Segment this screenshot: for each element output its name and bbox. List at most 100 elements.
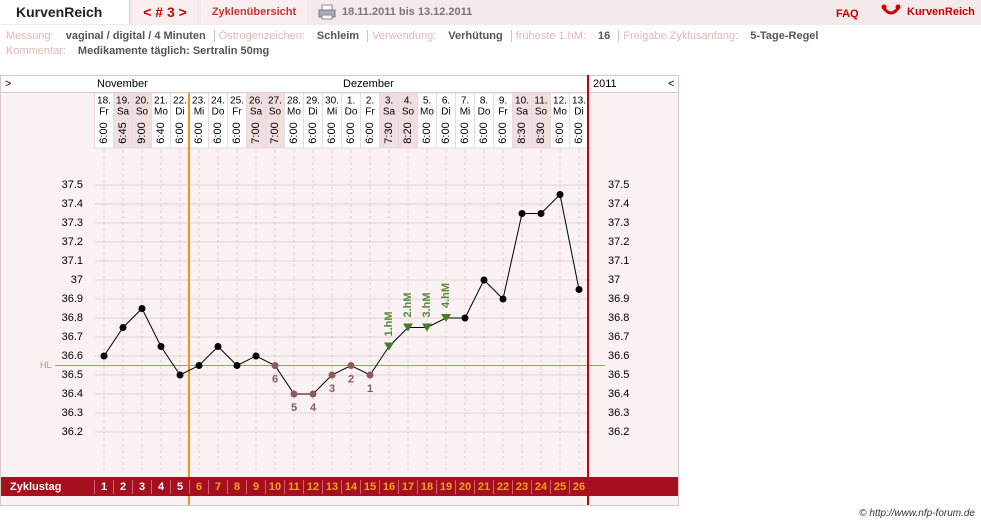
hm-marker (384, 342, 394, 351)
low-label: 3 (329, 383, 335, 395)
y-tick-label: 37 (608, 274, 620, 286)
time-label: 6:00 (307, 122, 319, 143)
time-label: 9:00 (136, 122, 148, 143)
y-tick-label: 36.8 (608, 312, 629, 324)
temperature-point (328, 371, 336, 379)
nav-button[interactable]: > (5, 78, 11, 90)
time-label: 6:00 (364, 122, 376, 143)
low-label: 5 (291, 402, 297, 414)
hm-marker (403, 323, 413, 332)
cycle-day: 18 (421, 481, 433, 493)
cycle-day: 4 (158, 481, 165, 493)
print-icon[interactable] (318, 4, 336, 20)
hm-label: 4.hM (440, 283, 452, 308)
y-tick-label: 36.4 (608, 388, 629, 400)
info-label: Messung: (6, 30, 54, 42)
y-tick-label: 37.3 (608, 217, 629, 229)
y-tick-label: 36.6 (608, 350, 629, 362)
y-tick-label: 36.5 (608, 369, 629, 381)
cycle-day: 7 (215, 481, 221, 493)
temperature-point (366, 371, 374, 379)
weekday-label: Fr (365, 107, 375, 118)
temperature-point (176, 371, 184, 379)
weekday-label: Mo (553, 107, 567, 118)
hm-label: 1.hM (383, 311, 395, 336)
date-label: 6. (442, 96, 450, 107)
time-label: 6:45 (117, 122, 129, 143)
weekday-label: Mi (194, 107, 205, 118)
weekday-label: Sa (516, 107, 529, 118)
y-tick-label: 36.9 (62, 293, 83, 305)
faq-link[interactable]: FAQ (836, 8, 859, 20)
cycle-day: 20 (459, 481, 471, 493)
month-label: November (97, 78, 148, 90)
weekday-label: Mi (327, 107, 338, 118)
date-label: 12. (553, 96, 567, 107)
hm-marker (422, 323, 432, 332)
cycle-day: 10 (269, 481, 281, 493)
logo-text[interactable]: KurvenReich (907, 6, 975, 18)
temperature-point (480, 276, 488, 284)
time-label: 8:30 (516, 122, 528, 143)
temperature-line (103, 193, 580, 395)
date-label: 3. (385, 96, 393, 107)
y-tick-label: 37.5 (608, 179, 629, 191)
weekday-label: Mo (154, 107, 168, 118)
cycle-day: 26 (573, 481, 585, 493)
nav-button[interactable]: < (668, 78, 674, 90)
temperature-point (100, 352, 108, 360)
weekday-label: Do (345, 107, 358, 118)
info-label: Verwendung: (367, 30, 436, 42)
cycle-day: 22 (497, 481, 509, 493)
brand[interactable]: KurvenReich (0, 0, 130, 24)
cycle-day: 9 (253, 481, 259, 493)
time-label: 6:40 (155, 122, 167, 143)
date-label: 19. (116, 96, 130, 107)
temperature-point (461, 314, 469, 322)
date-label: 20. (135, 96, 149, 107)
date-label: 26. (249, 96, 263, 107)
weekday-label: So (535, 107, 548, 118)
hm-label: 2.hM (402, 292, 414, 317)
temperature-point (575, 286, 583, 293)
temperature-point (537, 210, 545, 217)
date-label: 7. (461, 96, 469, 107)
y-tick-label: 36.5 (62, 369, 83, 381)
info-value: Schleim (316, 30, 360, 42)
temperature-point (518, 210, 526, 217)
year-label: 2011 (593, 78, 617, 90)
time-label: 6:00 (288, 122, 300, 143)
cycle-nav[interactable]: < # 3 > (133, 0, 197, 24)
y-tick-label: 37.2 (62, 236, 83, 248)
weekday-label: Di (175, 107, 184, 118)
logo-icon (881, 4, 901, 15)
y-tick-label: 37.4 (608, 198, 629, 210)
date-label: 11. (534, 96, 547, 107)
temperature-point (309, 390, 317, 398)
date-label: 21. (154, 96, 168, 107)
cycle-day: 21 (478, 481, 490, 493)
top-bar: KurvenReich < # 3 > Zyklenübersicht 18.1… (0, 0, 981, 25)
cycle-day: 25 (554, 481, 566, 493)
temperature-point (347, 362, 355, 369)
y-tick-label: 37.2 (608, 236, 629, 248)
y-tick-label: 36.8 (62, 312, 83, 324)
y-tick-label: 37.4 (62, 198, 83, 210)
overview-tab[interactable]: Zyklenübersicht (201, 0, 307, 24)
temperature-point (556, 191, 564, 198)
weekday-label: Di (574, 107, 583, 118)
y-tick-label: 37 (71, 274, 83, 286)
temperature-point (499, 295, 507, 303)
footer: © http://www.nfp-forum.de (859, 508, 975, 519)
y-tick-label: 36.9 (608, 293, 629, 305)
info-value: Medikamente täglich: Sertralin 50mg (77, 45, 270, 57)
temperature-point (252, 352, 260, 360)
time-label: 6:00 (478, 122, 490, 143)
weekday-label: Fr (99, 107, 109, 118)
y-tick-label: 37.3 (62, 217, 83, 229)
date-label: 30. (325, 96, 339, 107)
cycle-day: 8 (234, 481, 240, 493)
cycle-day: 15 (364, 481, 376, 493)
